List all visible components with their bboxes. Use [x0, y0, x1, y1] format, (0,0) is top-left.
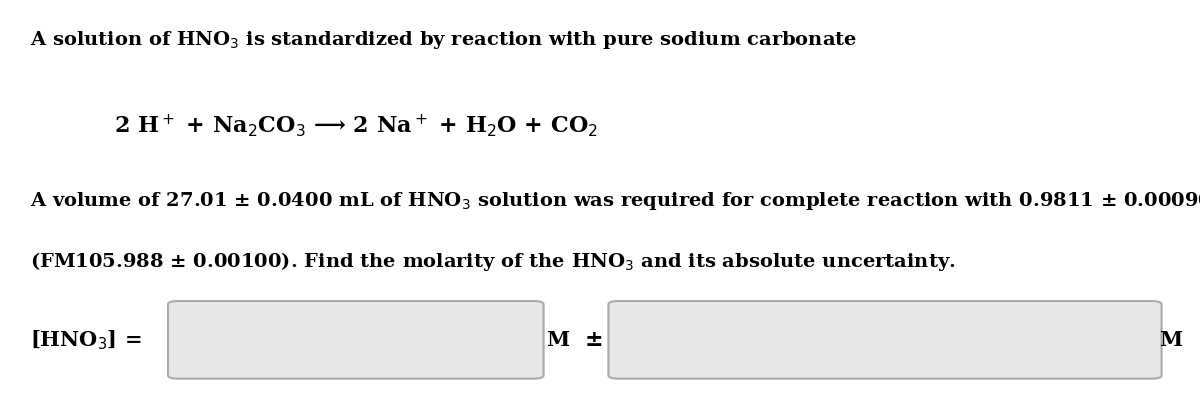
Text: A solution of HNO$_3$ is standardized by reaction with pure sodium carbonate: A solution of HNO$_3$ is standardized by…	[30, 29, 857, 51]
Text: [HNO$_3$] =: [HNO$_3$] =	[30, 328, 142, 352]
Text: M: M	[1159, 330, 1182, 350]
Text: A volume of 27.01 ± 0.0400 mL of HNO$_3$ solution was required for complete reac: A volume of 27.01 ± 0.0400 mL of HNO$_3$…	[30, 190, 1200, 212]
Text: 2 H$^+$ + Na$_2$CO$_3$ ⟶ 2 Na$^+$ + H$_2$O + CO$_2$: 2 H$^+$ + Na$_2$CO$_3$ ⟶ 2 Na$^+$ + H$_2…	[114, 113, 598, 140]
Text: (FM105.988 ± 0.00100). Find the molarity of the HNO$_3$ and its absolute uncerta: (FM105.988 ± 0.00100). Find the molarity…	[30, 250, 955, 273]
FancyBboxPatch shape	[168, 301, 544, 379]
Text: M: M	[546, 330, 569, 350]
Text: ±: ±	[584, 329, 604, 351]
FancyBboxPatch shape	[608, 301, 1162, 379]
